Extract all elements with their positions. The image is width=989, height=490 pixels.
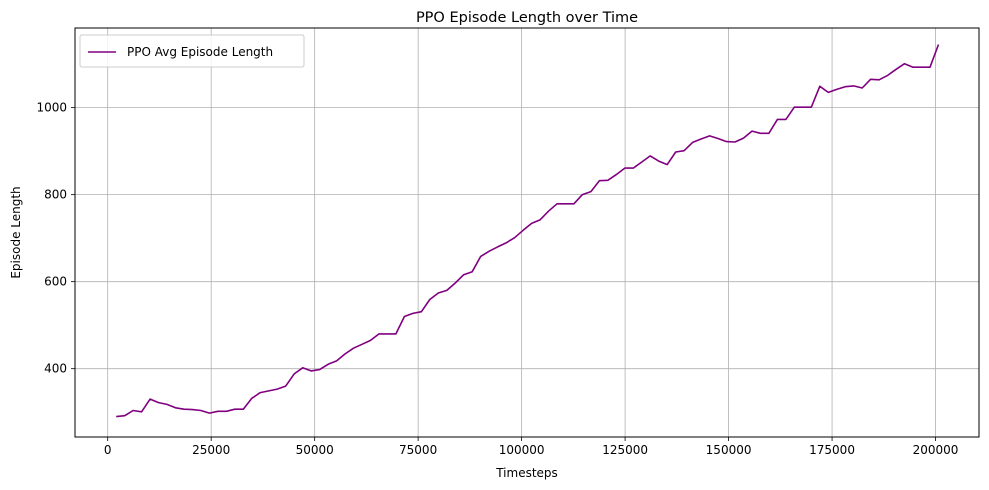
x-tick-label: 175000: [809, 443, 855, 457]
legend: PPO Avg Episode Length: [79, 34, 305, 68]
x-tick-label: 200000: [913, 443, 959, 457]
x-tick-label: 125000: [602, 443, 648, 457]
legend-box: [79, 34, 305, 68]
y-tick-label: 400: [44, 362, 67, 376]
y-tick-label: 600: [44, 275, 67, 289]
y-axis-label: Episode Length: [9, 186, 23, 278]
x-tick-label: 150000: [706, 443, 752, 457]
x-tick-label: 25000: [192, 443, 230, 457]
series-layer: [116, 44, 940, 418]
series-line: [116, 44, 940, 418]
y-tick-label: 1000: [36, 101, 67, 115]
x-tick-label: 100000: [499, 443, 545, 457]
chart-title: PPO Episode Length over Time: [416, 10, 638, 26]
x-axis-label: Timesteps: [495, 466, 558, 480]
x-tick-label: 0: [104, 443, 112, 457]
x-tick-label: 75000: [399, 443, 437, 457]
legend-label: PPO Avg Episode Length: [127, 45, 273, 59]
plot-area-frame: [74, 27, 980, 438]
axis-ticks: 0 25000 50000 75000 100000 125000 150000 175000…: [36, 101, 958, 457]
y-tick-label: 800: [44, 188, 67, 202]
x-tick-label: 50000: [296, 443, 334, 457]
